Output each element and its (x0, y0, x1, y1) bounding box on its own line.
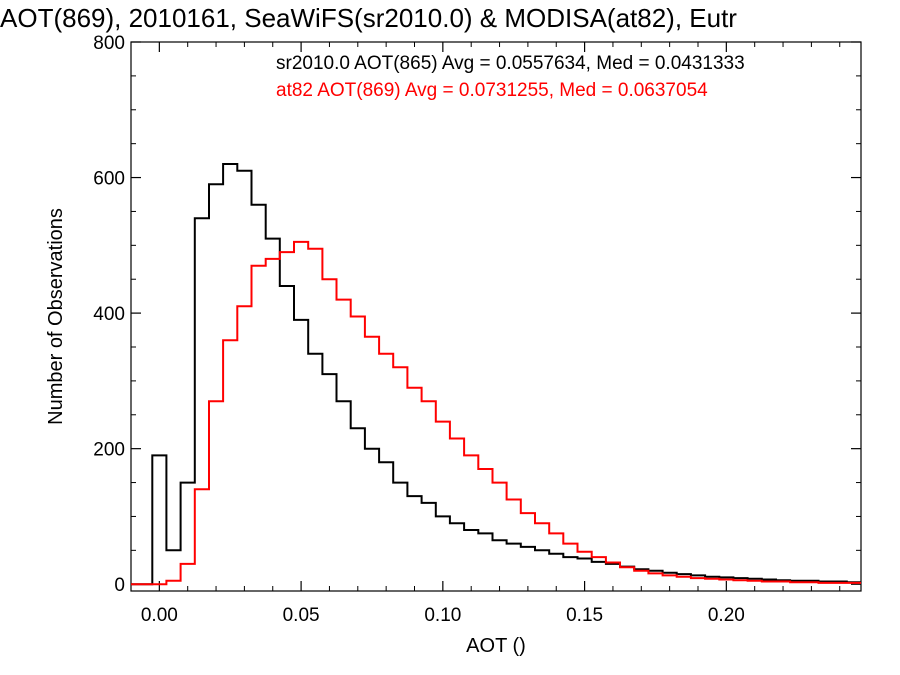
histogram-series-sr2010 (131, 163, 861, 586)
chart-title: AOT(869), 2010161, SeaWiFS(sr2010.0) & M… (0, 3, 737, 33)
x-tick-label: 0.15 (566, 605, 603, 626)
y-tick-label: 800 (93, 33, 125, 54)
y-tick-label: 200 (93, 440, 125, 461)
y-tick-label: 600 (93, 169, 125, 190)
y-tick-label: 0 (114, 575, 125, 596)
series-layer (131, 163, 861, 586)
axis-ticks (131, 41, 861, 591)
x-tick-label: 0.00 (141, 605, 178, 626)
plot-frame (130, 41, 862, 592)
axis-tick-labels: 0.00 0.05 0.10 0.15 0.20 0 200 400 600 800 (93, 33, 745, 626)
x-tick-label: 0.10 (424, 605, 461, 626)
y-axis-label: Number of Observations (45, 208, 67, 425)
series-stat-annotation-black: sr2010.0 AOT(865) Avg = 0.0557634, Med =… (276, 53, 745, 74)
histogram-series-at82 (131, 240, 861, 586)
x-tick-label: 0.05 (283, 605, 320, 626)
series-stat-annotation-red: at82 AOT(869) Avg = 0.0731255, Med = 0.0… (276, 80, 708, 101)
y-tick-label: 400 (93, 304, 125, 325)
x-tick-label: 0.20 (708, 605, 745, 626)
x-axis-label: AOT () (466, 635, 526, 657)
